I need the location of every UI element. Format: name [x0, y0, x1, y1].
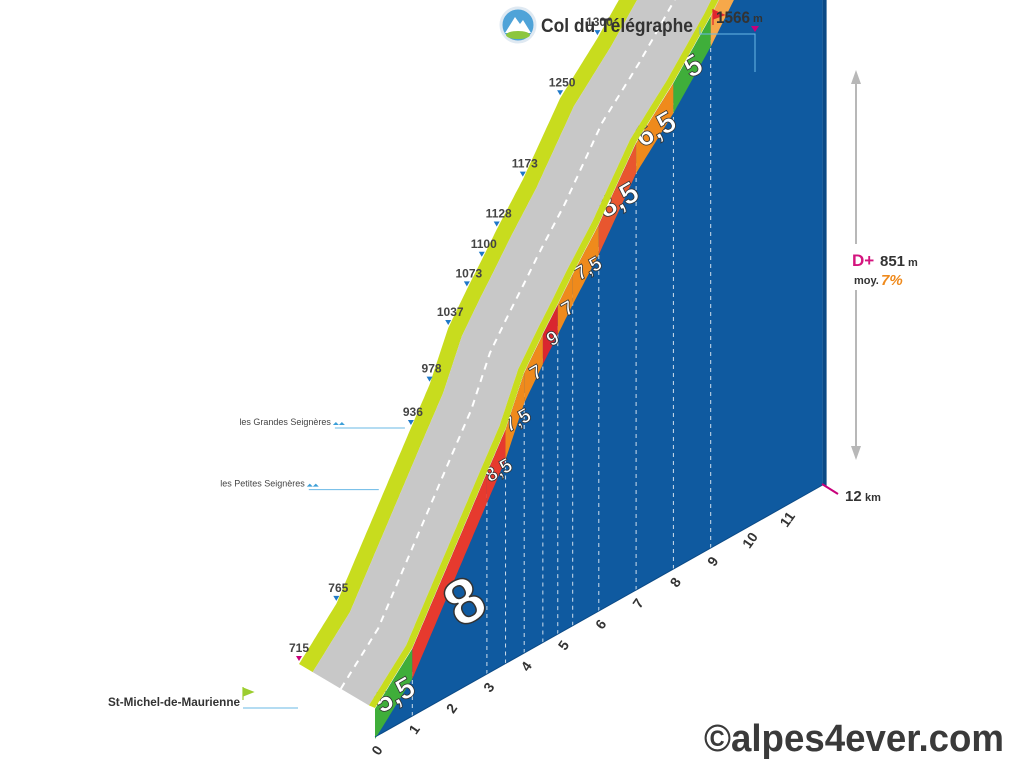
dplus-label: D+: [852, 251, 874, 270]
marker-icon: [557, 90, 564, 96]
altitude-value: 1173: [512, 157, 538, 171]
altitude-value: 1037: [437, 305, 464, 319]
km-tick-label: 9: [704, 553, 722, 569]
altitude-marker: 1037: [437, 305, 464, 325]
altitude-value: 715: [289, 641, 309, 655]
marker-icon: [426, 376, 433, 382]
marker-icon: [519, 171, 526, 177]
dplus-unit: m: [908, 257, 918, 269]
km-tick-label: 7: [629, 595, 647, 611]
altitude-value: 1128: [486, 206, 512, 220]
km-tick-label: 2: [443, 700, 461, 716]
summit-altitude-unit: m: [753, 13, 763, 25]
gradient-segment: [524, 334, 543, 403]
avg-value: 7%: [881, 272, 903, 289]
altitude-marker: 936: [403, 405, 423, 426]
km-guides: [411, 36, 712, 716]
length-unit: km: [865, 492, 881, 504]
summit-header: Col du Télégraphe 1566 m: [499, 6, 763, 72]
marker-icon: [594, 30, 601, 36]
km-tick-label: 6: [592, 616, 610, 632]
length-tick: [821, 483, 839, 495]
arrow-up-icon: [851, 70, 861, 84]
altitude-value: 1100: [471, 237, 497, 251]
start-name: St-Michel-de-Maurienne: [108, 695, 240, 709]
marker-icon: [333, 595, 340, 601]
summit-flag-icon: [712, 9, 726, 25]
start-flag-icon: [242, 687, 255, 700]
gradient-segment: [505, 373, 525, 460]
marker-icon: [478, 251, 485, 257]
altitude-marker: 765: [328, 581, 349, 601]
marker-icon: [296, 656, 302, 661]
marker-icon: [407, 420, 414, 426]
gradient-segment: [375, 648, 413, 739]
gradient-segment: [412, 473, 487, 679]
road-edge-outer: [299, 0, 638, 673]
km-tick-label: 4: [517, 658, 535, 674]
altitude-marker: 1128: [486, 206, 512, 227]
mountain-logo-peak: [505, 17, 531, 33]
house-icon: [332, 422, 345, 426]
altitude-value: 765: [328, 581, 348, 595]
place-label: les Petites Seignères: [220, 479, 379, 491]
gradient-segment: [486, 429, 506, 503]
gradient-segment: [636, 83, 674, 174]
place-label: les Grandes Seignères: [239, 417, 405, 429]
place-name: les Grandes Seignères: [239, 417, 331, 427]
house-icon: [306, 483, 319, 487]
road-centre-line: [339, 0, 676, 690]
altitude-marker: 1300: [586, 15, 613, 36]
watermark: ©alpes4ever.com: [704, 718, 1004, 760]
summit-altitude: 1566: [716, 8, 750, 27]
altitude-marker: 1250: [549, 75, 576, 96]
altitude-marker: 978: [422, 362, 442, 382]
road-band: [299, 0, 719, 708]
altitude-value: 1250: [549, 75, 576, 89]
avg-label: moy.: [854, 275, 879, 287]
gradient-segment: [673, 16, 711, 114]
summit-marker-icon: [751, 26, 759, 32]
elevation-gain-panel: D+ 851 m moy. 7%: [846, 70, 922, 460]
road-surface: [312, 0, 712, 706]
summit-leader-line: [699, 27, 756, 72]
mountain-logo-grass: [506, 31, 530, 39]
marker-icon: [445, 320, 452, 325]
altitude-marker: 1173: [512, 157, 538, 177]
km-tick-label: 5: [555, 637, 573, 653]
km-tick-label: 8: [667, 574, 685, 590]
gradient-segment: [542, 304, 558, 365]
arrow-down-icon: [851, 446, 861, 460]
km-tick-label: 0: [368, 742, 386, 758]
stats-backdrop: [846, 244, 922, 290]
marker-icon: [493, 221, 500, 227]
gradient-segment: [557, 274, 573, 335]
altitude-value: 936: [403, 405, 423, 419]
altitude-value: 1073: [455, 266, 482, 280]
altitude-marker: 1100: [471, 237, 497, 257]
km-tick-label: 10: [739, 529, 761, 551]
marker-icon: [463, 281, 470, 287]
place-labels: les Petites Seignères les Grandes Seignèr…: [220, 417, 405, 491]
km-axis-line: [374, 484, 823, 738]
length-label-group: 12 km: [821, 483, 881, 505]
altitude-marker: 715: [289, 641, 309, 661]
summit-name: Col du Télégraphe: [541, 16, 693, 37]
length-value: 12: [845, 488, 862, 505]
place-name: les Petites Seignères: [220, 479, 305, 489]
mountain-side-face: [822, 0, 827, 487]
dplus-value: 851: [880, 253, 905, 270]
km-tick-label: 1: [405, 721, 423, 737]
altitude-marker: 1073: [455, 266, 483, 287]
start-label-group: St-Michel-de-Maurienne: [108, 687, 298, 709]
road-edge-inner: [368, 0, 719, 708]
altitude-value: 978: [422, 362, 442, 376]
gradient-segment: [572, 224, 599, 305]
altitude-markers: 715 765 936 978 1037 1073 1100 1128 1173 1250 1300…: [289, 15, 613, 661]
km-tick-label: 11: [776, 508, 798, 529]
altitude-value: 1300: [586, 15, 613, 29]
gradient-segment: [598, 143, 637, 255]
km-tick-label: 3: [480, 679, 498, 695]
